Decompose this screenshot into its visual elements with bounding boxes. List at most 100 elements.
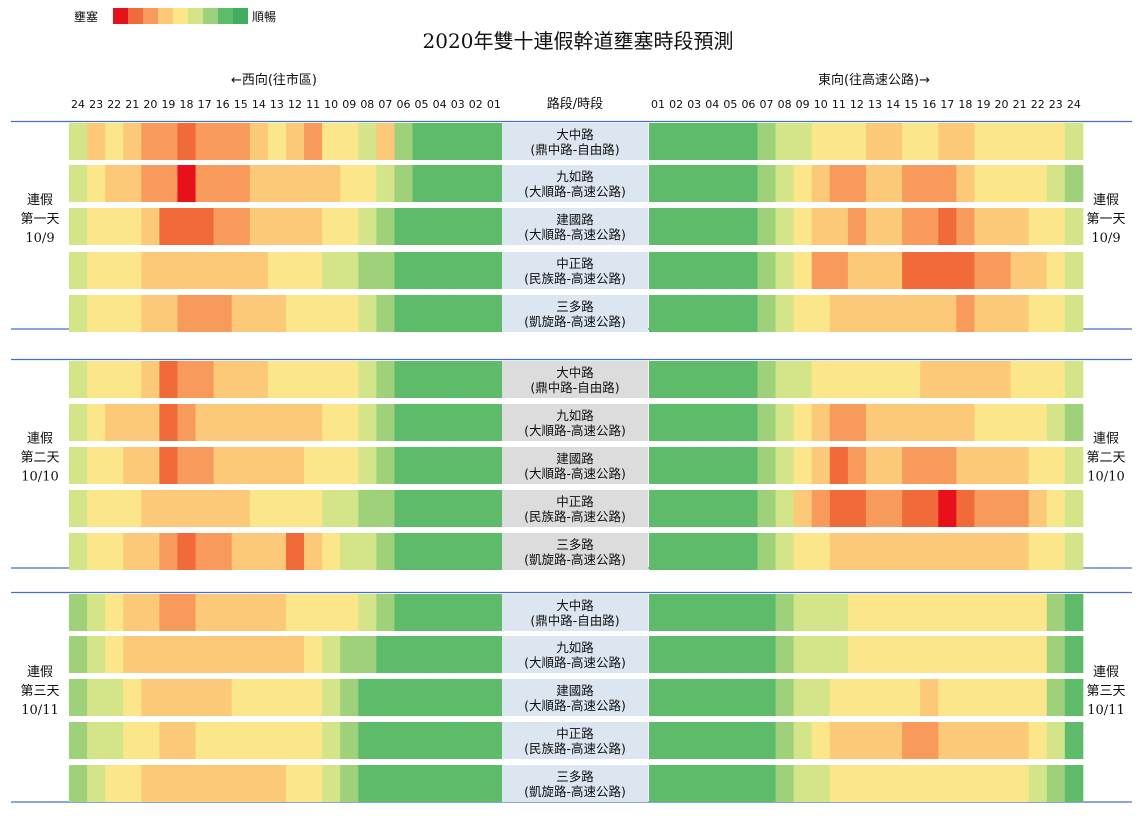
heat-cell-west — [267, 361, 287, 398]
heat-cell-west — [249, 295, 269, 332]
heat-cell-east — [884, 361, 903, 398]
west-hour-tick: 10 — [324, 98, 338, 111]
heat-cell-east — [829, 594, 849, 631]
heat-cell-west — [322, 722, 341, 759]
day-date-right: 10/11 — [1087, 703, 1124, 718]
heat-cell-east — [938, 490, 957, 527]
segment-time-header: 路段/時段 — [547, 96, 603, 112]
heat-cell-east — [920, 361, 939, 398]
heat-cell-east — [1046, 533, 1066, 570]
heat-cell-west — [322, 490, 341, 527]
heat-cell-east — [721, 679, 740, 716]
heat-cell-east — [1064, 208, 1084, 245]
heat-cell-east — [956, 447, 975, 484]
heat-cell-east — [649, 722, 668, 759]
heat-cell-east — [649, 636, 668, 673]
heat-cell-west — [394, 533, 413, 570]
west-hour-tick: 04 — [433, 98, 447, 111]
heat-cell-east — [775, 361, 795, 398]
chart-title: 2020年雙十連假幹道壅塞時段預測 — [423, 29, 734, 53]
heat-cell-east — [685, 636, 704, 673]
heat-cell-east — [1028, 447, 1048, 484]
heat-cell-west — [69, 533, 88, 570]
heat-cell-east — [920, 594, 939, 631]
heat-cell-west — [430, 252, 450, 289]
heat-cell-east — [884, 765, 903, 802]
heat-cell-west — [285, 165, 305, 202]
heat-cell-east — [775, 594, 795, 631]
heat-cell-east — [667, 447, 686, 484]
heat-cell-east — [667, 765, 686, 802]
heat-cell-east — [938, 295, 957, 332]
heat-cell-west — [304, 679, 323, 716]
heat-cell-east — [920, 165, 939, 202]
heat-cell-east — [721, 722, 740, 759]
heat-cell-east — [685, 533, 704, 570]
heat-cell-west — [231, 636, 251, 673]
heat-cell-west — [141, 594, 160, 631]
heat-cell-west — [195, 490, 215, 527]
heat-cell-west — [322, 295, 341, 332]
heat-cell-east — [1028, 594, 1048, 631]
heat-cell-west — [69, 295, 88, 332]
heat-cell-west — [340, 404, 359, 441]
west-hour-tick: 01 — [487, 98, 501, 111]
road-range: (凱旋路-高速公路) — [524, 314, 626, 329]
heat-cell-east — [685, 123, 704, 160]
day-label-left: 連假 — [27, 432, 53, 447]
heat-cell-west — [304, 295, 323, 332]
heat-cell-east — [667, 295, 686, 332]
road-label-box — [502, 123, 648, 160]
heat-cell-east — [703, 679, 722, 716]
day-date-left: 10/10 — [21, 470, 58, 485]
heat-cell-east — [685, 447, 704, 484]
heat-cell-west — [69, 490, 88, 527]
road-name: 九如路 — [556, 640, 594, 655]
heat-cell-west — [394, 123, 413, 160]
heat-cell-east — [667, 123, 686, 160]
day-date-right: 10/10 — [1087, 470, 1124, 485]
west-hour-tick: 13 — [270, 98, 284, 111]
heat-cell-east — [811, 679, 831, 716]
heat-cell-east — [847, 404, 867, 441]
heat-cell-east — [757, 404, 776, 441]
heat-cell-east — [956, 252, 975, 289]
heat-cell-west — [466, 636, 486, 673]
heat-cell-east — [1064, 765, 1084, 802]
heat-cell-west — [466, 165, 486, 202]
heat-cell-west — [249, 722, 269, 759]
heat-cell-west — [466, 594, 486, 631]
heat-cell-west — [231, 252, 251, 289]
heat-cell-west — [213, 295, 233, 332]
heat-cell-east — [938, 361, 957, 398]
heat-cell-east — [775, 679, 795, 716]
heat-cell-west — [159, 295, 178, 332]
heat-cell-east — [956, 165, 975, 202]
heat-cell-west — [466, 722, 486, 759]
road-name: 九如路 — [556, 408, 594, 423]
heat-cell-east — [902, 765, 921, 802]
legend-swatch — [143, 8, 158, 24]
heat-cell-west — [267, 404, 287, 441]
west-hour-tick: 22 — [107, 98, 121, 111]
heat-cell-east — [775, 722, 795, 759]
heat-cell-west — [87, 447, 106, 484]
heat-cell-west — [159, 123, 178, 160]
heat-cell-west — [177, 490, 196, 527]
heat-cell-east — [757, 533, 776, 570]
west-hour-tick: 17 — [198, 98, 212, 111]
heat-cell-west — [159, 679, 178, 716]
heat-cell-west — [141, 636, 160, 673]
heat-cell-west — [195, 722, 215, 759]
heat-cell-east — [992, 123, 1011, 160]
heat-cell-east — [865, 722, 885, 759]
heat-cell-east — [721, 295, 740, 332]
heat-cell-west — [285, 252, 305, 289]
heat-cell-east — [938, 636, 957, 673]
heat-cell-west — [87, 295, 106, 332]
heat-cell-east — [829, 252, 849, 289]
heat-cell-west — [340, 722, 359, 759]
heat-cell-east — [1010, 123, 1030, 160]
heat-cell-west — [105, 165, 124, 202]
heat-cell-west — [376, 123, 395, 160]
